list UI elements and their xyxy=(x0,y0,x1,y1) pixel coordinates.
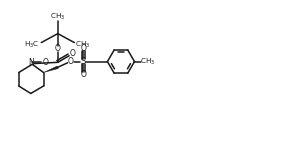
Text: O: O xyxy=(55,44,61,53)
Text: CH$_3$: CH$_3$ xyxy=(140,56,156,67)
Polygon shape xyxy=(44,66,58,72)
Text: O: O xyxy=(80,44,86,53)
Text: CH$_3$: CH$_3$ xyxy=(50,12,65,22)
Text: O: O xyxy=(69,49,75,58)
Text: H$_3$C: H$_3$C xyxy=(24,40,40,50)
Text: CH$_3$: CH$_3$ xyxy=(75,40,90,50)
Text: S: S xyxy=(81,57,86,66)
Text: O: O xyxy=(43,58,49,67)
Text: O: O xyxy=(80,70,86,79)
Text: O: O xyxy=(67,57,73,66)
Text: N: N xyxy=(29,58,34,67)
